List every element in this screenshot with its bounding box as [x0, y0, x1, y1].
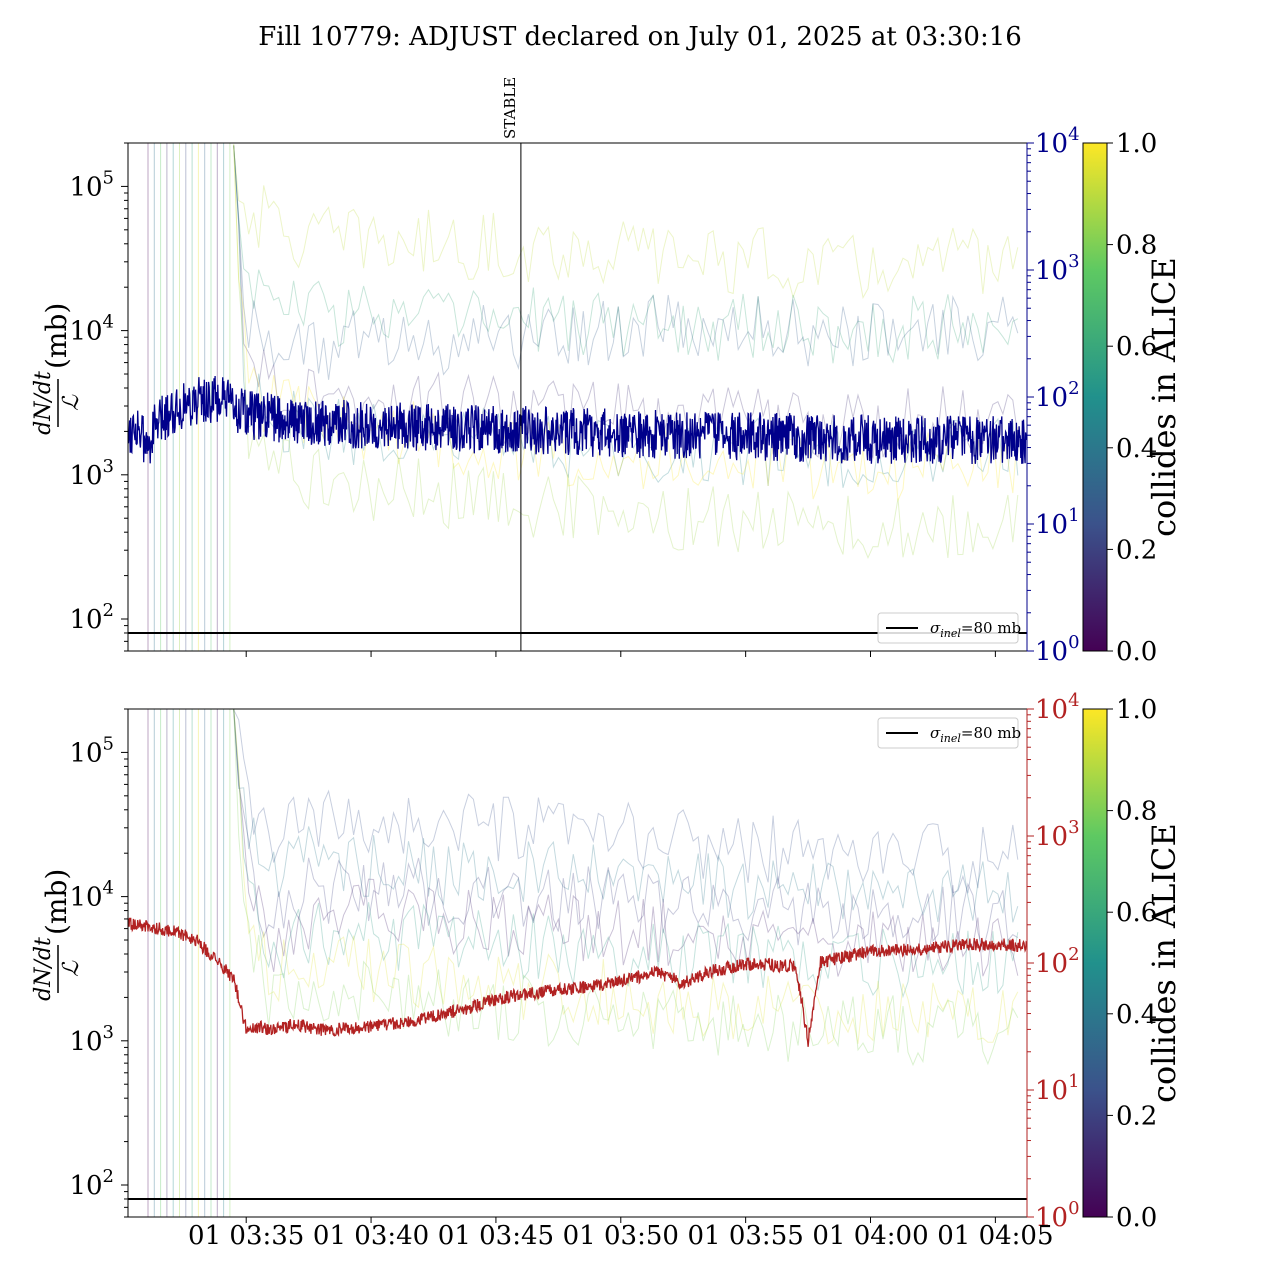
left-y-tick-label: 103: [69, 456, 114, 491]
bunch-series-line: [233, 145, 1019, 364]
axes-frame: [127, 142, 1028, 652]
colorbar-tick-label: 0.4: [1116, 1000, 1157, 1030]
left-y-axis: 102 103 104 105: [69, 142, 128, 652]
left-y-tick-label: 103: [69, 1022, 114, 1057]
right-y-tick-label: 104: [1035, 690, 1080, 725]
colorbar-tick-label: 1.0: [1116, 129, 1157, 159]
right-y-axis: 100 101 102 103 104: [1026, 690, 1080, 1233]
right-y-tick-label: 102: [1035, 944, 1080, 979]
x-tick-label: 01 03:35: [188, 1221, 304, 1251]
x-tick-label: 01 03:50: [563, 1221, 679, 1251]
colorbar-label: collides in ALICE: [1145, 257, 1183, 537]
right-y-tick-label: 103: [1035, 817, 1080, 852]
bunch-series-line: [233, 146, 1019, 300]
right-y-tick-label: 101: [1035, 505, 1080, 540]
panel-top: STABLE 102 103 104 105 100 101 102 103 104 dN/dt ℒ (…: [31, 77, 1183, 667]
colorbar-tick-label: 0.2: [1116, 1101, 1157, 1131]
y-label-denominator: ℒ: [59, 394, 84, 411]
y-label-denominator: ℒ: [59, 960, 84, 977]
bunch-series-line: [233, 709, 1019, 923]
legend-box: [877, 612, 1019, 644]
y-label-unit: (mb): [40, 869, 73, 935]
colorbar-gradient: [1082, 708, 1108, 1218]
right-y-tick-label: 100: [1035, 632, 1080, 667]
colorbar-tick-label: 0.6: [1116, 898, 1157, 928]
x-tick-label: 01 04:00: [812, 1221, 928, 1251]
main-series-line: [128, 917, 1027, 1047]
left-y-tick-label: 102: [69, 600, 114, 635]
right-y-tick-label: 102: [1035, 378, 1080, 413]
x-axis: 01 03:35 01 03:40 01 03:45 01 03:50 01 03:55…: [188, 1217, 1054, 1251]
bunch-series-line: [233, 709, 1019, 977]
y-label-unit: (mb): [40, 303, 73, 369]
colorbar-tick-label: 0.6: [1116, 332, 1157, 362]
colorbar-tick-label: 0.8: [1116, 797, 1157, 827]
right-y-tick-label: 101: [1035, 1071, 1080, 1106]
colorbar: 0.0 0.2 0.4 0.6 0.8 1.0 collides in ALICE: [1082, 129, 1183, 667]
legend-label: σinel=80 mb: [930, 619, 1021, 640]
bunch-series-line: [233, 709, 1019, 1045]
main-series-line: [128, 375, 1027, 465]
bunch-series-line: [233, 709, 1019, 894]
colorbar: 0.0 0.2 0.4 0.6 0.8 1.0 collides in ALICE: [1082, 695, 1183, 1233]
right-y-tick-label: 104: [1035, 124, 1080, 159]
stable-marker-label: STABLE: [501, 77, 519, 139]
bunch-series-line: [233, 144, 1019, 503]
y-axis-label: dN/dt ℒ (mb): [31, 303, 84, 435]
colorbar-tick-label: 0.0: [1116, 1203, 1157, 1233]
colorbar-gradient: [1082, 142, 1108, 652]
injection-lines: [147, 709, 231, 1217]
x-axis: [245, 651, 996, 657]
legend-box: [877, 717, 1019, 749]
legend: σinel=80 mb: [877, 717, 1021, 749]
x-tick-label: 01 03:40: [313, 1221, 429, 1251]
colorbar-tick-label: 0.8: [1116, 231, 1157, 261]
y-axis-label: dN/dt ℒ (mb): [31, 869, 84, 1001]
legend: σinel=80 mb: [877, 612, 1021, 644]
left-y-tick-label: 104: [69, 878, 114, 913]
bunch-series-line: [233, 709, 1019, 953]
colorbar-tick-label: 0.2: [1116, 535, 1157, 565]
right-y-tick-label: 103: [1035, 251, 1080, 286]
bunch-series-line: [233, 145, 1019, 380]
right-y-axis: 100 101 102 103 104: [1026, 124, 1080, 667]
colorbar-tick-label: 1.0: [1116, 695, 1157, 725]
figure-title: Fill 10779: ADJUST declared on July 01, …: [258, 22, 1022, 52]
left-y-tick-label: 102: [69, 1166, 114, 1201]
y-label-numerator: dN/dt: [31, 371, 56, 435]
right-y-tick-label: 100: [1035, 1198, 1080, 1233]
left-y-tick-label: 105: [69, 733, 114, 768]
bunch-series-line: [233, 709, 1019, 1067]
x-tick-label: 01 03:45: [438, 1221, 554, 1251]
colorbar-label: collides in ALICE: [1145, 823, 1183, 1103]
legend-label: σinel=80 mb: [930, 724, 1021, 745]
plot-area: [128, 709, 1027, 1217]
plot-area: [128, 143, 1027, 651]
axes-frame: [127, 708, 1028, 1218]
y-label-numerator: dN/dt: [31, 937, 56, 1001]
left-y-axis: 102 103 104 105: [69, 708, 128, 1218]
left-y-tick-label: 105: [69, 167, 114, 202]
left-y-tick-label: 104: [69, 312, 114, 347]
colorbar-tick-label: 0.0: [1116, 637, 1157, 667]
x-tick-label: 01 03:55: [688, 1221, 804, 1251]
bunch-series-line: [233, 144, 1019, 559]
x-tick-label: 01 04:05: [937, 1221, 1053, 1251]
colorbar-tick-label: 0.4: [1116, 434, 1157, 464]
